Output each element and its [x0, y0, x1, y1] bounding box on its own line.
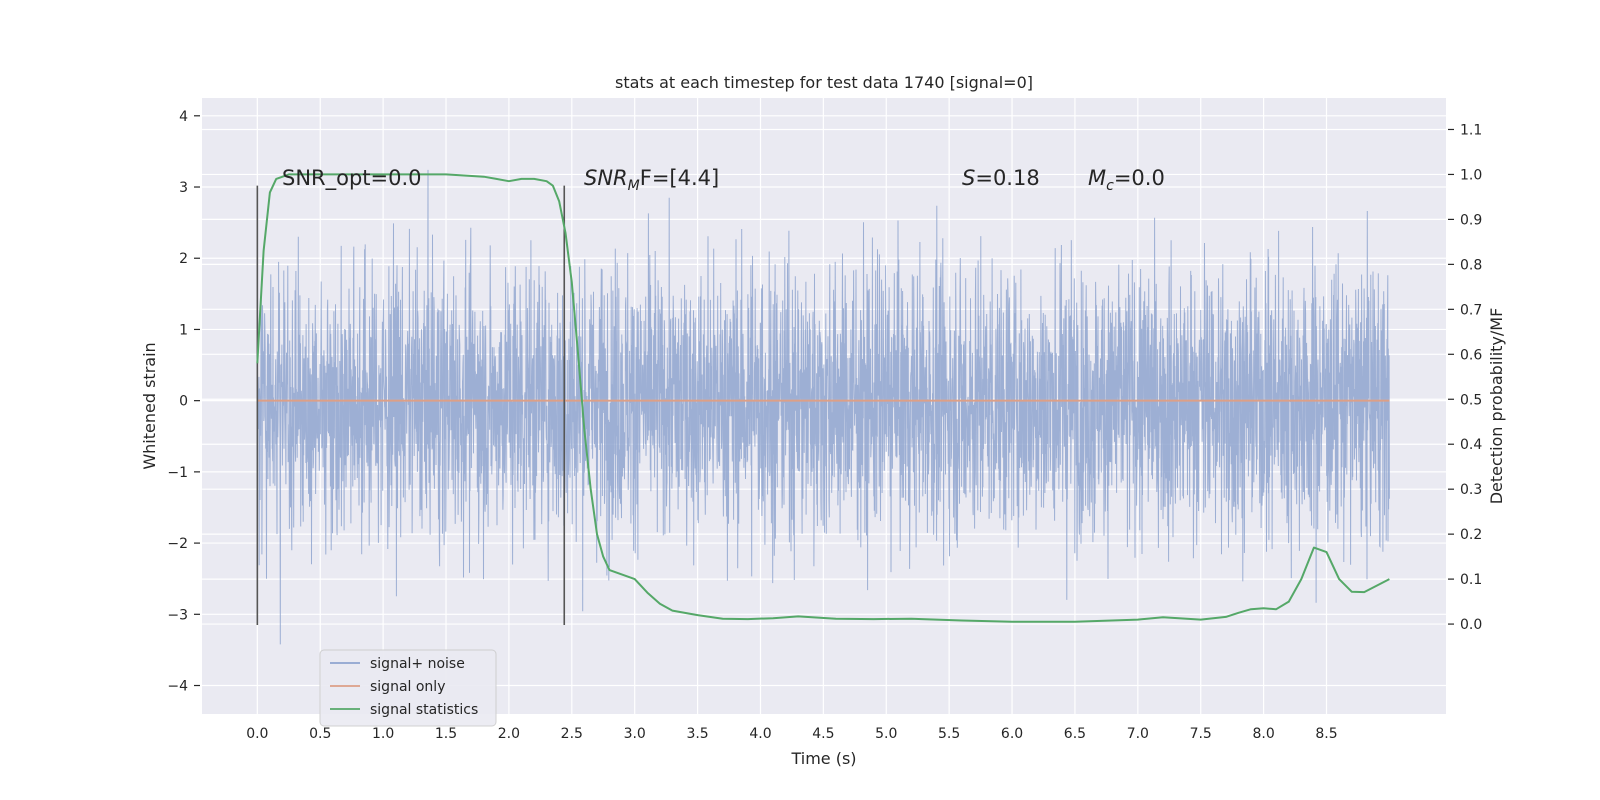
- y-tick-label-5: −1: [167, 465, 188, 481]
- y2-tick-label-1: 1.0: [1460, 167, 1482, 183]
- y-tick-label-4: 0: [179, 394, 188, 410]
- x-tick-label-1: 0.5: [309, 726, 331, 742]
- y2-tick-label-0: 1.1: [1460, 122, 1482, 138]
- x-tick-label-5: 2.5: [561, 726, 583, 742]
- x-tick-label-11: 5.5: [938, 726, 960, 742]
- y2-tick-label-4: 0.7: [1460, 302, 1482, 318]
- x-tick-label-15: 7.5: [1190, 726, 1212, 742]
- x-tick-label-16: 8.0: [1252, 726, 1274, 742]
- noise-trace: [256, 169, 1390, 645]
- y2-tick-label-10: 0.1: [1460, 572, 1482, 588]
- y-axis: 4 3 2 1 0 −1 −2 −3 −4: [167, 109, 200, 695]
- y-tick-label-8: −4: [167, 679, 188, 695]
- x-tick-label-0: 0.0: [246, 726, 268, 742]
- series-lines: [256, 173, 1390, 625]
- x-tick-label-2: 1.0: [372, 726, 394, 742]
- x-tick-label-3: 1.5: [435, 726, 457, 742]
- x-tick-label-7: 3.5: [686, 726, 708, 742]
- legend: signal+ noise signal only signal statist…: [319, 649, 497, 727]
- y-tick-label-6: −2: [167, 536, 188, 552]
- x-tick-label-10: 5.0: [875, 726, 897, 742]
- y2-tick-label-8: 0.3: [1460, 482, 1482, 498]
- chart-title: stats at each timestep for test data 174…: [615, 73, 1033, 92]
- x-tick-label-9: 4.5: [812, 726, 834, 742]
- annotation-mc: Mc=0.0: [1088, 166, 1165, 194]
- x-axis: 0.0 0.5 1.0 1.5 2.0 2.5 3.0 3.5 4.0 4.5 5.0 5.5 6.0 6…: [246, 726, 1337, 742]
- y2-tick-label-11: 0.0: [1460, 617, 1482, 633]
- legend-label-signal-noise: signal+ noise: [370, 656, 465, 672]
- y2-tick-label-9: 0.2: [1460, 527, 1482, 543]
- annotation-snr-opt: SNR_opt=0.0: [282, 166, 422, 191]
- legend-label-signal-only: signal only: [370, 679, 445, 695]
- y-tick-label-0: 4: [179, 109, 188, 125]
- x-axis-label: Time (s): [790, 749, 856, 768]
- y2-tick-label-3: 0.8: [1460, 257, 1482, 273]
- x-tick-label-8: 4.0: [749, 726, 771, 742]
- series-signal-noise: [256, 169, 1390, 645]
- x-tick-label-6: 3.0: [624, 726, 646, 742]
- y2-tick-label-6: 0.5: [1460, 392, 1482, 408]
- annotation-s: S=0.18: [962, 166, 1040, 190]
- series-signal-statistics: [256, 173, 1390, 623]
- y2-tick-label-7: 0.4: [1460, 437, 1482, 453]
- annotation-snr-mf: SNRMF=[4.4]: [584, 166, 719, 194]
- y-tick-label-1: 3: [179, 180, 188, 196]
- y-axis-label: Whitened strain: [140, 342, 159, 469]
- x-tick-label-12: 6.0: [1001, 726, 1023, 742]
- x-tick-label-4: 2.0: [498, 726, 520, 742]
- annotations: SNR_opt=0.0 SNRMF=[4.4] S=0.18 Mc=0.0: [282, 166, 1165, 194]
- y2-tick-label-5: 0.6: [1460, 347, 1482, 363]
- y2-axis: 1.1 1.0 0.9 0.8 0.7 0.6 0.5 0.4 0.3 0.2 0.1 0.0: [1448, 122, 1482, 633]
- x-tick-label-17: 8.5: [1315, 726, 1337, 742]
- x-tick-label-13: 6.5: [1064, 726, 1086, 742]
- y-tick-label-3: 1: [179, 322, 188, 338]
- y-tick-label-2: 2: [179, 251, 188, 267]
- legend-label-signal-statistics: signal statistics: [370, 702, 478, 718]
- y-tick-label-7: −3: [167, 607, 188, 623]
- y2-tick-label-2: 0.9: [1460, 212, 1482, 228]
- legend-box: [319, 649, 497, 727]
- x-tick-label-14: 7.0: [1127, 726, 1149, 742]
- y2-axis-label: Detection probability/MF: [1487, 308, 1506, 505]
